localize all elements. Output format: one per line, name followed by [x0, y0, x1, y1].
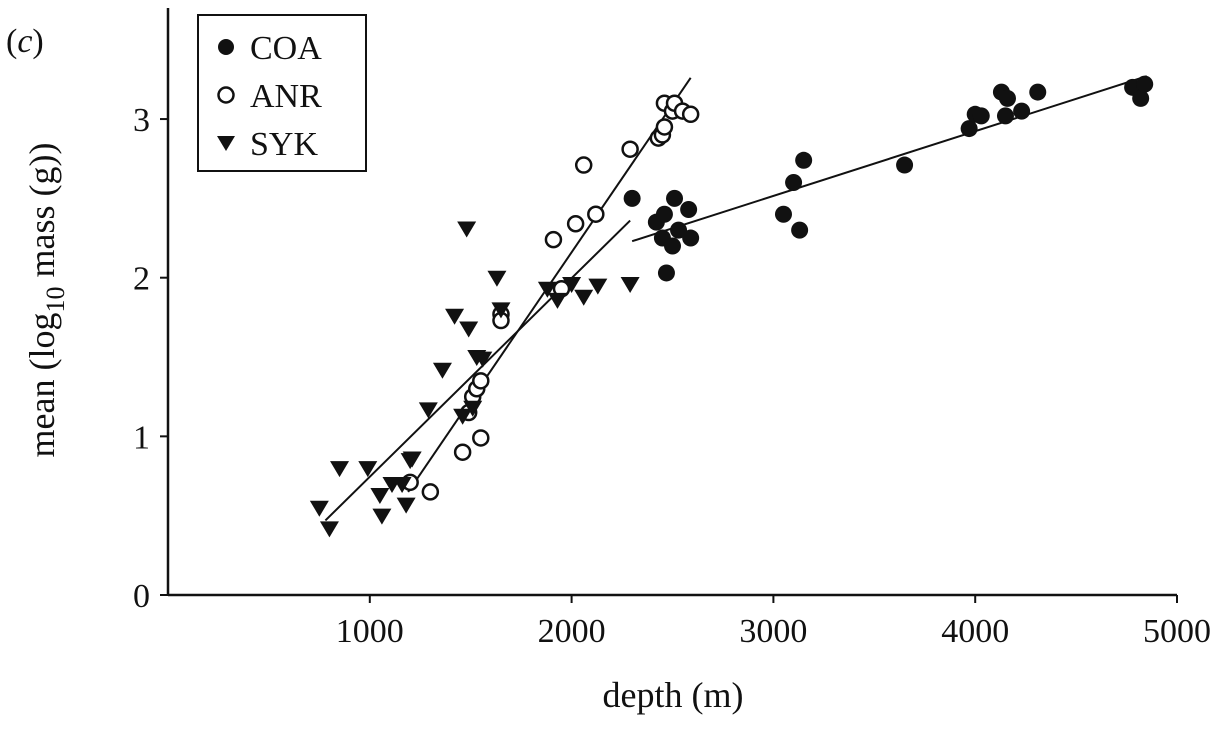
legend-label-coa: COA	[250, 30, 322, 67]
point-anr	[472, 372, 490, 390]
point-coa	[791, 221, 809, 239]
legend-marker-anr	[217, 86, 235, 104]
point-syk	[418, 402, 438, 419]
x-tick-label: 2000	[538, 613, 606, 650]
point-syk	[487, 270, 507, 287]
point-syk	[463, 400, 483, 417]
point-coa	[680, 200, 698, 218]
point-coa	[670, 221, 688, 239]
point-syk	[396, 497, 416, 514]
data-points	[309, 75, 1154, 538]
trend-lines	[324, 75, 1148, 522]
point-anr	[681, 105, 700, 124]
x-axis-title: depth (m)	[603, 675, 744, 715]
panel-label: (c)	[6, 23, 44, 60]
y-tick-label: 3	[133, 102, 150, 139]
y-tick-label: 0	[133, 578, 150, 615]
point-syk	[491, 302, 511, 319]
point-syk	[319, 521, 339, 538]
point-coa	[1029, 83, 1047, 101]
point-syk	[309, 500, 329, 517]
legend-marker-coa	[218, 39, 234, 55]
point-coa	[655, 205, 673, 223]
point-syk	[402, 451, 422, 468]
point-anr	[574, 156, 593, 174]
x-tick-label: 4000	[941, 613, 1009, 650]
point-syk	[372, 508, 392, 525]
x-tick-label: 5000	[1143, 613, 1211, 650]
trend-line-syk	[324, 219, 631, 522]
point-syk	[473, 351, 493, 368]
point-coa	[623, 189, 641, 207]
x-tick-label: 3000	[739, 613, 807, 650]
point-syk	[562, 277, 582, 294]
point-coa	[996, 107, 1014, 125]
point-anr	[472, 429, 490, 447]
point-syk	[432, 362, 452, 379]
point-anr	[621, 140, 639, 158]
point-anr	[655, 118, 674, 136]
point-coa	[972, 107, 990, 125]
point-syk	[537, 281, 557, 298]
point-coa	[795, 151, 813, 169]
point-coa	[1013, 102, 1031, 120]
axes	[166, 8, 1177, 597]
point-syk	[620, 277, 640, 294]
point-syk	[574, 289, 594, 306]
point-anr	[421, 483, 440, 501]
point-anr	[566, 215, 585, 233]
point-syk	[459, 321, 479, 338]
point-coa	[666, 189, 684, 207]
point-syk	[370, 488, 390, 505]
point-anr	[453, 443, 472, 461]
point-coa	[664, 237, 681, 255]
legend: COA ANR SYK	[197, 14, 367, 172]
ticks: 1000 2000 3000 4000 5000 0 1 2 3	[133, 102, 1211, 650]
point-syk	[330, 461, 350, 478]
point-coa	[998, 89, 1016, 107]
point-coa	[960, 120, 978, 138]
x-tick-label: 1000	[336, 613, 404, 650]
y-tick-label: 1	[133, 419, 150, 456]
point-syk	[588, 278, 608, 295]
point-coa	[896, 156, 914, 174]
point-anr	[587, 205, 605, 223]
point-coa	[657, 264, 675, 282]
legend-label-syk: SYK	[250, 126, 318, 163]
legend-label-anr: ANR	[250, 78, 322, 115]
y-axis-title: mean (log10 mass (g))	[22, 143, 70, 458]
y-tick-label: 2	[133, 261, 150, 298]
point-syk	[547, 292, 567, 309]
point-anr	[544, 230, 563, 249]
point-syk	[457, 221, 477, 238]
legend-marker-syk	[217, 136, 235, 151]
point-coa	[1132, 89, 1150, 107]
point-syk	[358, 461, 378, 478]
point-syk	[453, 408, 473, 425]
point-coa	[785, 174, 803, 192]
point-syk	[445, 308, 465, 325]
point-coa	[1136, 75, 1154, 93]
point-coa	[682, 229, 700, 247]
trend-line-coa	[631, 75, 1148, 243]
point-syk	[392, 476, 412, 493]
point-coa	[774, 205, 792, 223]
